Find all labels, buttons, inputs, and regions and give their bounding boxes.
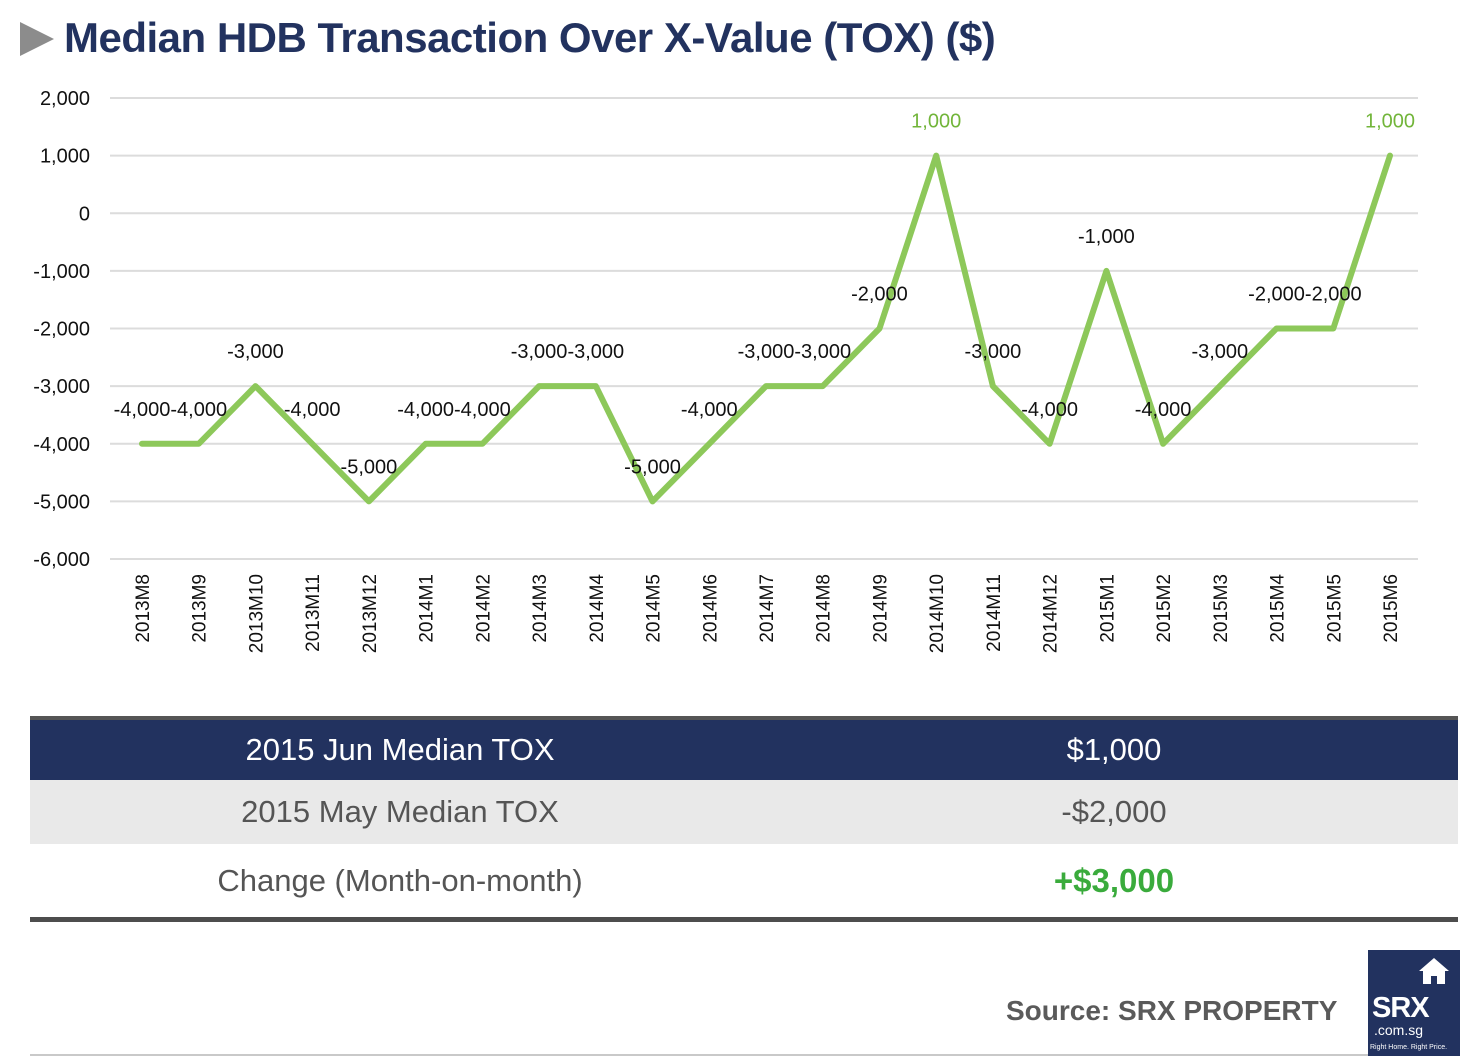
data-label: -5,000 — [624, 456, 681, 478]
data-label: -4,000 — [681, 399, 738, 421]
bottom-divider — [30, 1054, 1368, 1056]
data-label: -3,000 — [794, 341, 851, 363]
data-label: -3,000 — [511, 341, 568, 363]
logo-wordmark: SRX — [1372, 992, 1429, 1025]
house-icon — [1418, 956, 1450, 986]
x-tick-label: 2014M8 — [814, 574, 835, 643]
change-value: +$3,000 — [770, 844, 1458, 917]
change-label: Change (Month-on-month) — [30, 844, 770, 917]
logo-domain: .com.sg — [1374, 1022, 1423, 1038]
x-tick-label: 2014M5 — [644, 574, 665, 643]
x-tick-label: 2015M6 — [1381, 574, 1402, 643]
data-label: -4,000 — [114, 399, 171, 421]
may-value: -$2,000 — [770, 780, 1458, 844]
summary-row-may: 2015 May Median TOX -$2,000 — [30, 780, 1458, 844]
y-tick-label: -6,000 — [33, 549, 90, 571]
data-label: -5,000 — [341, 456, 398, 478]
tox-line-chart: 2,000 1,000 0 -1,000 -2,000 -3,000 -4,000 -5,00… — [0, 0, 1478, 700]
x-tick-label: 2013M11 — [303, 574, 324, 652]
source-text: Source: SRX PROPERTY — [1006, 995, 1337, 1027]
x-tick-label: 2014M4 — [587, 574, 608, 643]
y-tick-label: -4,000 — [33, 434, 90, 456]
data-label: -3,000 — [738, 341, 795, 363]
y-tick-label: 1,000 — [40, 146, 90, 168]
data-label: 1,000 — [911, 111, 961, 133]
x-tick-label: 2013M10 — [246, 574, 267, 653]
data-label: -1,000 — [1078, 226, 1135, 248]
data-label: -3,000 — [567, 341, 624, 363]
summary-table: 2015 Jun Median TOX $1,000 2015 May Medi… — [30, 716, 1458, 922]
x-tick-label: 2014M9 — [870, 574, 891, 643]
data-label: -4,000 — [454, 399, 511, 421]
y-tick-label: -2,000 — [33, 319, 90, 341]
data-label: -4,000 — [1021, 399, 1078, 421]
x-tick-label: 2014M1 — [417, 574, 438, 643]
y-tick-label: 2,000 — [40, 88, 90, 110]
data-label: -4,000 — [170, 399, 227, 421]
summary-row-jun: 2015 Jun Median TOX $1,000 — [30, 716, 1458, 780]
data-label: -2,000 — [851, 284, 908, 306]
data-label: -3,000 — [965, 341, 1022, 363]
data-label: 1,000 — [1365, 111, 1415, 133]
y-tick-label: -1,000 — [33, 261, 90, 283]
x-tick-label: 2014M7 — [757, 574, 778, 643]
y-tick-label: -5,000 — [33, 491, 90, 513]
data-label: -4,000 — [1135, 399, 1192, 421]
logo-tagline: Right Home. Right Price. — [1370, 1044, 1447, 1051]
x-tick-label: 2015M2 — [1154, 574, 1175, 643]
data-label: -4,000 — [397, 399, 454, 421]
x-tick-label: 2014M2 — [473, 574, 494, 643]
x-tick-label: 2014M12 — [1041, 574, 1062, 653]
x-tick-label: 2015M5 — [1324, 574, 1345, 643]
srx-logo: SRX .com.sg Right Home. Right Price. — [1368, 950, 1460, 1056]
x-tick-label: 2014M10 — [927, 574, 948, 653]
x-tick-label: 2013M12 — [360, 574, 381, 653]
x-tick-label: 2013M8 — [133, 574, 154, 643]
data-label: -3,000 — [227, 341, 284, 363]
may-label: 2015 May Median TOX — [30, 780, 770, 844]
jun-label: 2015 Jun Median TOX — [30, 720, 770, 780]
x-tick-label: 2015M3 — [1211, 574, 1232, 643]
summary-row-change: Change (Month-on-month) +$3,000 — [30, 844, 1458, 922]
data-label: -3,000 — [1191, 341, 1248, 363]
x-tick-label: 2014M3 — [530, 574, 551, 643]
x-tick-label: 2014M11 — [984, 574, 1005, 652]
data-label: -4,000 — [284, 399, 341, 421]
data-label: -2,000 — [1248, 284, 1305, 306]
x-tick-label: 2015M4 — [1268, 574, 1289, 643]
x-tick-label: 2014M6 — [700, 574, 721, 643]
jun-value: $1,000 — [770, 720, 1458, 780]
x-tick-label: 2013M9 — [190, 574, 211, 643]
data-label: -2,000 — [1305, 284, 1362, 306]
y-tick-label: 0 — [79, 203, 90, 225]
y-tick-label: -3,000 — [33, 376, 90, 398]
x-tick-label: 2015M1 — [1097, 574, 1118, 643]
